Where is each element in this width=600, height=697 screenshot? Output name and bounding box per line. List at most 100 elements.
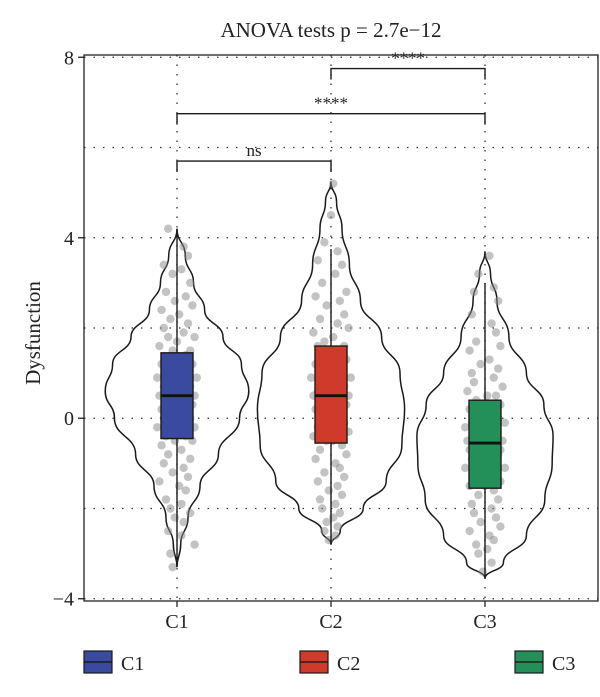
data-point xyxy=(166,549,175,558)
legend-label: C1 xyxy=(121,653,144,675)
data-point xyxy=(474,549,483,558)
data-point xyxy=(469,377,479,387)
data-point xyxy=(496,522,505,531)
data-point xyxy=(161,495,171,504)
legend-item-C1: C1 xyxy=(83,650,144,675)
legend-item-C2: C2 xyxy=(299,650,360,675)
bracket-C2-C3 xyxy=(330,67,486,80)
y-tick-label: 0 xyxy=(64,408,74,430)
data-point xyxy=(489,283,498,292)
data-point xyxy=(320,238,329,247)
legend: C1 C2 C3 xyxy=(83,650,575,675)
data-point xyxy=(322,301,331,310)
data-point xyxy=(331,269,340,279)
data-point xyxy=(179,517,188,527)
data-point xyxy=(342,450,351,459)
y-axis: −4 0 4 8 xyxy=(53,47,84,611)
data-point xyxy=(472,337,481,346)
significance-brackets: ns **** **** xyxy=(176,49,486,173)
data-point xyxy=(461,423,470,432)
data-point xyxy=(186,278,195,288)
data-point xyxy=(498,382,507,391)
data-point xyxy=(313,477,322,486)
data-point xyxy=(489,535,498,545)
data-point xyxy=(333,522,342,531)
data-point xyxy=(190,332,199,342)
data-point xyxy=(483,391,492,400)
legend-label: C3 xyxy=(552,653,575,675)
x-tick-label: C1 xyxy=(165,611,188,633)
data-point xyxy=(166,314,175,324)
significance-label: ns xyxy=(246,141,261,160)
data-point xyxy=(478,567,487,576)
data-point xyxy=(329,332,338,342)
data-point xyxy=(344,323,353,333)
data-point xyxy=(326,210,336,220)
data-point xyxy=(186,454,195,464)
data-point xyxy=(333,247,342,256)
data-point xyxy=(467,368,476,378)
data-point xyxy=(337,260,347,270)
data-point xyxy=(168,562,177,572)
data-point xyxy=(164,332,173,342)
data-point xyxy=(331,499,340,509)
data-point xyxy=(190,540,199,549)
data-point xyxy=(159,260,168,270)
data-point xyxy=(153,373,162,382)
bracket-C1-C3 xyxy=(176,112,486,125)
data-point xyxy=(500,418,509,427)
data-point xyxy=(313,256,322,265)
data-point xyxy=(346,373,355,382)
data-point xyxy=(487,558,496,567)
data-point xyxy=(333,481,342,491)
data-point xyxy=(161,287,171,297)
data-point xyxy=(483,544,492,554)
data-point xyxy=(331,531,340,540)
data-point xyxy=(164,224,173,233)
data-point xyxy=(465,346,474,355)
x-tick-label: C3 xyxy=(473,611,496,633)
y-tick-label: 4 xyxy=(64,228,74,250)
data-point xyxy=(179,463,188,473)
data-point xyxy=(168,269,177,279)
y-tick-label: 8 xyxy=(64,47,74,69)
data-point xyxy=(494,364,503,373)
data-point xyxy=(474,490,483,500)
legend-item-C3: C3 xyxy=(514,650,575,675)
data-point xyxy=(192,373,201,382)
data-point xyxy=(335,296,344,306)
data-point xyxy=(177,531,186,540)
significance-label: **** xyxy=(314,94,348,113)
data-point xyxy=(467,499,476,509)
data-point xyxy=(461,463,470,473)
data-point xyxy=(500,463,509,473)
data-point xyxy=(159,323,168,333)
data-point xyxy=(329,179,338,188)
data-point xyxy=(487,319,496,328)
data-point xyxy=(318,278,327,288)
y-tick-label: −4 xyxy=(53,589,74,611)
data-point xyxy=(181,292,190,301)
legend-label: C2 xyxy=(337,653,360,675)
data-point xyxy=(315,495,325,504)
data-point xyxy=(155,341,164,351)
data-point xyxy=(469,287,479,297)
chart-title: ANOVA tests p = 2.7e−12 xyxy=(220,18,441,42)
data-point xyxy=(318,504,327,513)
data-point xyxy=(320,526,329,536)
data-point xyxy=(177,445,186,455)
data-point xyxy=(472,540,481,549)
data-point xyxy=(311,454,320,464)
data-point xyxy=(315,445,325,455)
data-point xyxy=(159,459,168,468)
bracket-C1-C2 xyxy=(176,160,332,173)
data-point xyxy=(157,305,166,315)
data-point xyxy=(170,296,179,306)
data-point xyxy=(179,328,188,337)
data-point xyxy=(491,328,501,337)
data-point xyxy=(337,490,347,500)
x-tick-label: C2 xyxy=(319,611,342,633)
data-point xyxy=(183,472,193,482)
data-point xyxy=(494,296,503,306)
